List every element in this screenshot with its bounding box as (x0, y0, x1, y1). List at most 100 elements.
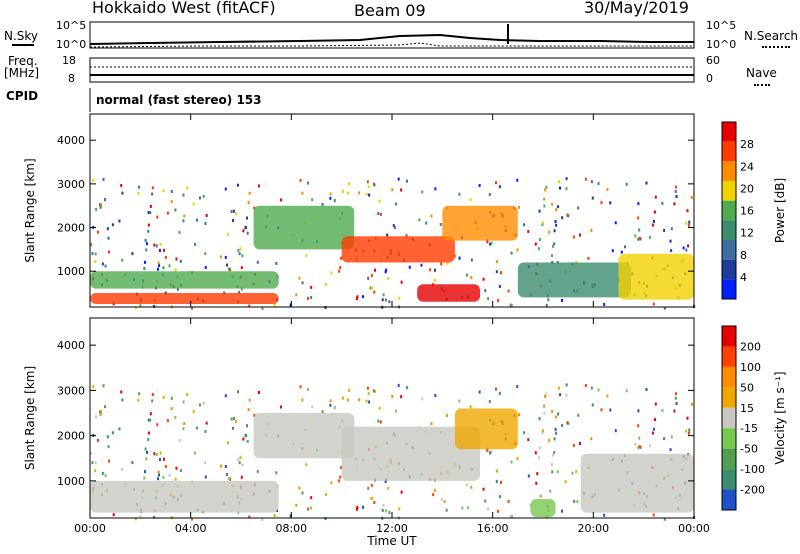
scatter-speck (145, 248, 148, 252)
scatter-speck (347, 398, 350, 402)
scatter-speck (466, 506, 469, 510)
scatter-speck (310, 285, 313, 289)
scatter-speck (225, 472, 228, 476)
scatter-speck (232, 209, 235, 213)
colorbar-tick-label: 8 (740, 249, 747, 262)
scatter-speck (420, 263, 423, 267)
scatter-speck (400, 395, 403, 399)
scatter-speck (298, 486, 301, 490)
scatter-speck (107, 236, 110, 240)
scatter-speck (183, 422, 186, 426)
scatter-speck (324, 493, 327, 497)
scatter-speck (572, 443, 575, 447)
scatter-speck (120, 390, 123, 394)
colorbar-tick-label: -15 (740, 422, 758, 435)
scatter-speck (246, 439, 249, 443)
y-tick-label: 2000 (57, 222, 85, 235)
scatter-speck (149, 211, 152, 215)
colorbar-tick-label: 200 (740, 340, 761, 353)
scatter-speck (137, 191, 140, 195)
scatter-speck (310, 506, 313, 510)
scatter-speck (573, 499, 576, 503)
scatter-speck (625, 182, 628, 186)
scatter-speck (669, 448, 672, 452)
scatter-speck (170, 407, 173, 411)
scatter-speck (688, 220, 691, 224)
scatter-speck (378, 199, 381, 203)
scatter-speck (645, 181, 648, 185)
scatter-speck (367, 276, 370, 280)
scatter-speck (289, 303, 292, 307)
colorbar-cell (722, 279, 736, 299)
scatter-speck (486, 240, 489, 244)
colorbar-cell (722, 240, 736, 260)
scatter-speck (565, 383, 568, 387)
scatter-speck (559, 393, 562, 397)
scatter-speck (561, 423, 564, 427)
scatter-speck (121, 398, 124, 402)
scatter-speck (143, 260, 146, 264)
scatter-speck (638, 228, 641, 232)
data-region (341, 236, 455, 263)
scatter-speck (144, 238, 147, 242)
scatter-speck (179, 469, 182, 473)
scatter-speck (358, 398, 361, 402)
scatter-speck (186, 186, 189, 190)
scatter-speck (329, 403, 332, 407)
scatter-speck (584, 177, 587, 181)
scatter-speck (157, 477, 160, 481)
scatter-speck (273, 513, 276, 517)
scatter-speck (553, 242, 556, 246)
scatter-speck (405, 386, 408, 390)
y-tick-label: 4000 (57, 134, 85, 147)
scatter-speck (367, 185, 370, 189)
scatter-speck (157, 267, 160, 271)
nsearch-label: N.Search (744, 29, 799, 43)
scatter-speck (495, 270, 498, 274)
scatter-speck (661, 201, 664, 205)
scatter-speck (517, 205, 520, 209)
scatter-speck (686, 209, 689, 213)
scatter-speck (609, 201, 612, 205)
scatter-speck (408, 265, 411, 269)
scatter-speck (121, 191, 124, 195)
scatter-speck (367, 391, 370, 395)
scatter-speck (310, 496, 313, 500)
scatter-speck (545, 392, 548, 396)
scatter-speck (106, 435, 109, 439)
scatter-speck (256, 260, 259, 264)
scatter-speck (670, 435, 673, 439)
scatter-speck (310, 295, 313, 299)
scatter-speck (537, 456, 540, 460)
scatter-speck (648, 444, 651, 448)
scatter-speck (498, 185, 501, 189)
scatter-speck (550, 463, 553, 467)
scatter-speck (195, 426, 198, 430)
data-region (253, 413, 355, 459)
scatter-speck (247, 201, 250, 205)
scatter-speck (164, 465, 167, 469)
scatter-speck (384, 298, 387, 302)
scatter-speck (590, 386, 593, 390)
scatter-speck (554, 427, 557, 431)
scatter-speck (91, 461, 94, 465)
scatter-speck (355, 297, 358, 301)
scatter-speck (440, 497, 443, 501)
data-region (253, 205, 355, 250)
scatter-speck (538, 237, 541, 241)
nave-label: Nave (746, 66, 777, 80)
scatter-speck (418, 218, 421, 222)
scatter-speck (675, 195, 678, 199)
scatter-speck (397, 177, 400, 181)
scatter-speck (527, 229, 530, 233)
scatter-speck (674, 185, 677, 189)
scatter-speck (242, 437, 245, 441)
scatter-speck (145, 242, 148, 246)
x-tick-label: 00:00 (678, 522, 710, 535)
scatter-speck (164, 255, 167, 259)
scatter-speck (458, 399, 461, 403)
scatter-speck (157, 261, 160, 265)
scatter-speck (95, 207, 98, 211)
scatter-speck (182, 427, 185, 431)
scatter-speck (174, 208, 177, 212)
